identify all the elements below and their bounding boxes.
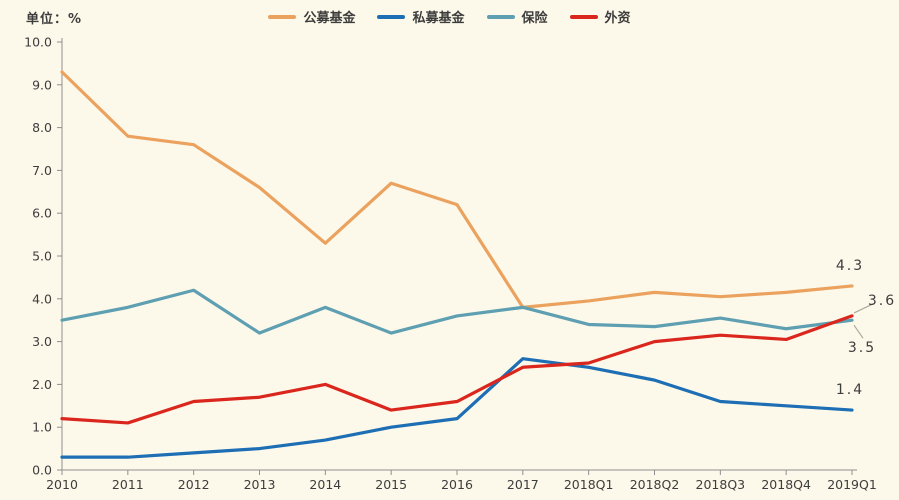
x-tick-label: 2017 [507, 477, 539, 492]
x-tick-label: 2018Q2 [630, 477, 680, 492]
series-line-公募基金 [60, 70, 854, 309]
y-tick-label: 10.0 [24, 35, 52, 50]
legend-label: 外资 [604, 11, 631, 26]
y-tick-label: 2.0 [32, 377, 52, 392]
legend-line-swatch [486, 14, 515, 19]
series-line-保险 [60, 288, 854, 335]
end-label-公募基金: 4.3 [836, 258, 864, 274]
legend-line-swatch [377, 14, 406, 19]
y-tick-label: 0.0 [32, 463, 52, 478]
x-tick-label: 2018Q1 [564, 477, 614, 492]
x-tick-label: 2019Q1 [827, 477, 877, 492]
y-tick-label: 4.0 [32, 291, 52, 306]
x-tick-label: 2014 [309, 477, 341, 492]
x-tick-label: 2011 [112, 477, 144, 492]
y-tick-label: 7.0 [32, 163, 52, 178]
end-label-leader-外资 [853, 303, 874, 314]
y-tick-label: 3.0 [32, 334, 52, 349]
x-tick-label: 2016 [441, 477, 473, 492]
y-tick-label: 9.0 [32, 77, 52, 92]
x-tick-label: 2015 [375, 477, 407, 492]
end-label-leader-保险 [853, 324, 864, 339]
y-tick-label: 6.0 [32, 206, 52, 221]
end-label-外资: 3.6 [868, 293, 896, 309]
legend-item-保险: 保险 [486, 7, 548, 26]
legend-line-swatch [569, 14, 598, 19]
end-label-保险: 3.5 [848, 340, 876, 356]
legend-label: 保险 [521, 11, 548, 26]
x-tick-label: 2010 [46, 477, 78, 492]
y-tick-label: 5.0 [32, 249, 52, 264]
legend-label: 公募基金 [303, 11, 356, 26]
y-tick-label: 1.0 [32, 420, 52, 435]
end-label-私募基金: 1.4 [836, 382, 864, 398]
x-tick-label: 2012 [178, 477, 210, 492]
unit-label: 单位：% [26, 12, 83, 27]
x-tick-label: 2013 [244, 477, 276, 492]
legend-item-外资: 外资 [569, 7, 631, 26]
y-tick-label: 8.0 [32, 120, 52, 135]
chart-legend: 公募基金 私募基金 保险 外资 [0, 7, 899, 26]
x-tick-label: 2018Q4 [761, 477, 811, 492]
legend-item-私募基金: 私募基金 [377, 7, 465, 26]
series-line-外资 [60, 314, 854, 425]
x-tick-label: 2018Q3 [696, 477, 746, 492]
legend-item-公募基金: 公募基金 [268, 7, 355, 26]
legend-line-swatch [268, 14, 297, 19]
series-line-私募基金 [60, 357, 854, 459]
legend-label: 私募基金 [412, 11, 465, 26]
